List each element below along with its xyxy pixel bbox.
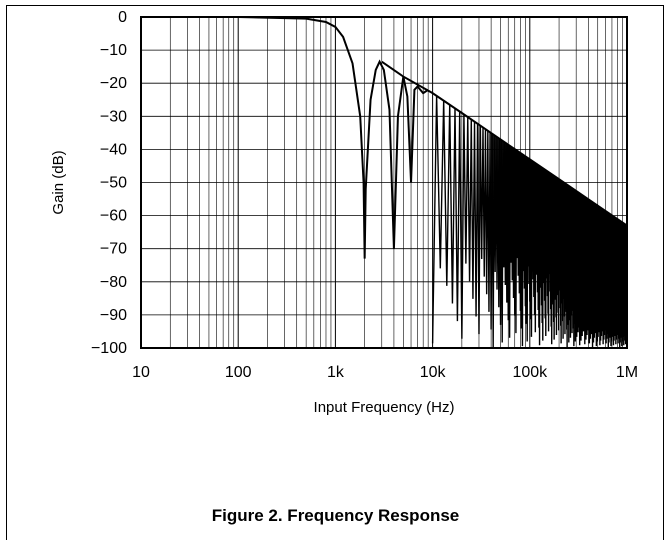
y-tick-label: −60: [100, 208, 127, 225]
y-tick-label: −10: [100, 42, 127, 59]
x-tick-label: 10: [132, 364, 150, 381]
y-tick-label: −20: [100, 75, 127, 92]
y-tick-label: −50: [100, 175, 127, 192]
x-tick-label: 100: [225, 364, 252, 381]
plot-area-border: [140, 16, 628, 349]
y-tick-label: −40: [100, 141, 127, 158]
x-tick-label: 10k: [420, 364, 447, 381]
y-tick-label: −30: [100, 108, 127, 125]
y-tick-label: 0: [118, 9, 127, 26]
series-layer: [141, 16, 628, 348]
figure-caption: Figure 2. Frequency Response: [211, 506, 460, 525]
y-tick-label: −70: [100, 241, 127, 258]
x-tick-label: 100k: [512, 364, 548, 381]
figure-frame: [6, 5, 664, 540]
gain-curve-main-lobe: [141, 16, 429, 259]
y-tick-label: −100: [91, 340, 127, 357]
gain-curve-dense-region: [491, 133, 627, 299]
x-axis-label: Input Frequency (Hz): [314, 399, 455, 416]
y-tick-label: −90: [100, 307, 127, 324]
x-tick-label: 1k: [327, 364, 345, 381]
y-tick-labels: 0 −10 −20 −30 −40 −50 −60 −70 −80 −90 −100: [91, 9, 127, 357]
y-axis-label: Gain (dB): [50, 150, 67, 214]
x-tick-labels: 10 100 1k 10k 100k 1M: [132, 364, 638, 381]
y-tick-label: −80: [100, 274, 127, 291]
x-tick-label: 1M: [616, 364, 638, 381]
